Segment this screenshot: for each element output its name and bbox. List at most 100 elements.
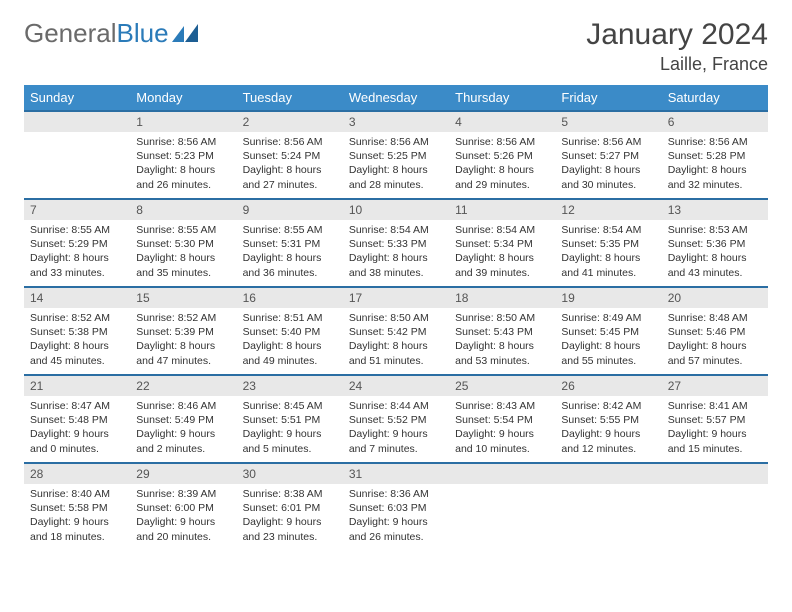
sunrise-text: Sunrise: 8:39 AM [136,487,230,501]
daylight-line1: Daylight: 8 hours [349,251,443,265]
daylight-line2: and 57 minutes. [668,354,762,368]
day-body: Sunrise: 8:56 AMSunset: 5:26 PMDaylight:… [449,132,555,198]
sunset-text: Sunset: 5:42 PM [349,325,443,339]
daylight-line1: Daylight: 8 hours [243,163,337,177]
day-number: 12 [555,198,661,220]
day-number: 31 [343,462,449,484]
daylight-line1: Daylight: 8 hours [349,339,443,353]
daylight-line2: and 0 minutes. [30,442,124,456]
calendar-day-cell: 23Sunrise: 8:45 AMSunset: 5:51 PMDayligh… [237,374,343,462]
sunrise-text: Sunrise: 8:47 AM [30,399,124,413]
daylight-line1: Daylight: 8 hours [455,339,549,353]
day-number: 18 [449,286,555,308]
calendar-day-cell [662,462,768,550]
day-number: 17 [343,286,449,308]
sunset-text: Sunset: 5:51 PM [243,413,337,427]
calendar-day-cell: 6Sunrise: 8:56 AMSunset: 5:28 PMDaylight… [662,110,768,198]
day-number: 22 [130,374,236,396]
calendar-day-cell [449,462,555,550]
header: GeneralBlue January 2024 Laille, France [24,18,768,75]
location: Laille, France [586,54,768,75]
day-number: 27 [662,374,768,396]
sunrise-text: Sunrise: 8:54 AM [349,223,443,237]
weekday-header-row: Sunday Monday Tuesday Wednesday Thursday… [24,85,768,110]
logo-text-general: General [24,18,117,49]
day-body: Sunrise: 8:55 AMSunset: 5:30 PMDaylight:… [130,220,236,286]
sunrise-text: Sunrise: 8:50 AM [455,311,549,325]
sunset-text: Sunset: 5:25 PM [349,149,443,163]
calendar-day-cell: 24Sunrise: 8:44 AMSunset: 5:52 PMDayligh… [343,374,449,462]
sunset-text: Sunset: 5:57 PM [668,413,762,427]
calendar-day-cell: 16Sunrise: 8:51 AMSunset: 5:40 PMDayligh… [237,286,343,374]
sunset-text: Sunset: 5:31 PM [243,237,337,251]
day-body: Sunrise: 8:36 AMSunset: 6:03 PMDaylight:… [343,484,449,550]
calendar-day-cell [555,462,661,550]
calendar-day-cell: 26Sunrise: 8:42 AMSunset: 5:55 PMDayligh… [555,374,661,462]
sunset-text: Sunset: 5:38 PM [30,325,124,339]
sunset-text: Sunset: 5:58 PM [30,501,124,515]
daylight-line2: and 55 minutes. [561,354,655,368]
calendar-week-row: 21Sunrise: 8:47 AMSunset: 5:48 PMDayligh… [24,374,768,462]
day-body: Sunrise: 8:42 AMSunset: 5:55 PMDaylight:… [555,396,661,462]
sunset-text: Sunset: 5:27 PM [561,149,655,163]
weekday-header: Monday [130,85,236,110]
daylight-line1: Daylight: 9 hours [668,427,762,441]
day-body: Sunrise: 8:54 AMSunset: 5:33 PMDaylight:… [343,220,449,286]
day-number [449,462,555,484]
day-body: Sunrise: 8:46 AMSunset: 5:49 PMDaylight:… [130,396,236,462]
daylight-line2: and 23 minutes. [243,530,337,544]
day-number [662,462,768,484]
day-body: Sunrise: 8:45 AMSunset: 5:51 PMDaylight:… [237,396,343,462]
calendar-day-cell: 9Sunrise: 8:55 AMSunset: 5:31 PMDaylight… [237,198,343,286]
day-number: 1 [130,110,236,132]
daylight-line2: and 15 minutes. [668,442,762,456]
calendar-day-cell: 4Sunrise: 8:56 AMSunset: 5:26 PMDaylight… [449,110,555,198]
day-number: 11 [449,198,555,220]
calendar-day-cell: 30Sunrise: 8:38 AMSunset: 6:01 PMDayligh… [237,462,343,550]
sunrise-text: Sunrise: 8:55 AM [136,223,230,237]
sunrise-text: Sunrise: 8:56 AM [349,135,443,149]
day-body: Sunrise: 8:56 AMSunset: 5:24 PMDaylight:… [237,132,343,198]
day-number: 25 [449,374,555,396]
sunset-text: Sunset: 5:26 PM [455,149,549,163]
sunrise-text: Sunrise: 8:53 AM [668,223,762,237]
day-number: 9 [237,198,343,220]
logo-text-blue: Blue [117,18,169,49]
daylight-line2: and 39 minutes. [455,266,549,280]
sunrise-text: Sunrise: 8:55 AM [243,223,337,237]
logo: GeneralBlue [24,18,198,49]
calendar-week-row: 28Sunrise: 8:40 AMSunset: 5:58 PMDayligh… [24,462,768,550]
day-number: 30 [237,462,343,484]
daylight-line2: and 43 minutes. [668,266,762,280]
day-number: 4 [449,110,555,132]
calendar-day-cell: 5Sunrise: 8:56 AMSunset: 5:27 PMDaylight… [555,110,661,198]
daylight-line2: and 41 minutes. [561,266,655,280]
sunrise-text: Sunrise: 8:52 AM [136,311,230,325]
sunrise-text: Sunrise: 8:49 AM [561,311,655,325]
daylight-line1: Daylight: 9 hours [30,515,124,529]
day-number: 7 [24,198,130,220]
daylight-line1: Daylight: 9 hours [30,427,124,441]
sunset-text: Sunset: 5:43 PM [455,325,549,339]
sunrise-text: Sunrise: 8:56 AM [455,135,549,149]
day-body: Sunrise: 8:49 AMSunset: 5:45 PMDaylight:… [555,308,661,374]
day-body: Sunrise: 8:39 AMSunset: 6:00 PMDaylight:… [130,484,236,550]
sunset-text: Sunset: 5:54 PM [455,413,549,427]
daylight-line2: and 49 minutes. [243,354,337,368]
daylight-line1: Daylight: 9 hours [561,427,655,441]
daylight-line1: Daylight: 9 hours [349,515,443,529]
daylight-line2: and 2 minutes. [136,442,230,456]
calendar-day-cell: 27Sunrise: 8:41 AMSunset: 5:57 PMDayligh… [662,374,768,462]
calendar-day-cell [24,110,130,198]
daylight-line2: and 26 minutes. [349,530,443,544]
daylight-line2: and 27 minutes. [243,178,337,192]
sunrise-text: Sunrise: 8:38 AM [243,487,337,501]
day-number: 19 [555,286,661,308]
day-body: Sunrise: 8:50 AMSunset: 5:43 PMDaylight:… [449,308,555,374]
daylight-line1: Daylight: 8 hours [136,339,230,353]
day-number [555,462,661,484]
sunset-text: Sunset: 5:30 PM [136,237,230,251]
day-number: 13 [662,198,768,220]
sunset-text: Sunset: 5:36 PM [668,237,762,251]
day-body: Sunrise: 8:41 AMSunset: 5:57 PMDaylight:… [662,396,768,462]
